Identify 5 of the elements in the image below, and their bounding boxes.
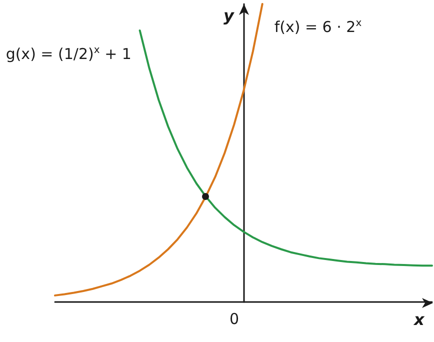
series-label: f(x) = 6 · 2$^{x}$: [274, 18, 362, 36]
text: 0: [230, 310, 240, 328]
series-label: g(x) = (1/2)$^{x}$ + 1: [6, 44, 132, 63]
x-axis-title: x: [414, 310, 424, 329]
y-axis-title: y: [224, 6, 234, 25]
